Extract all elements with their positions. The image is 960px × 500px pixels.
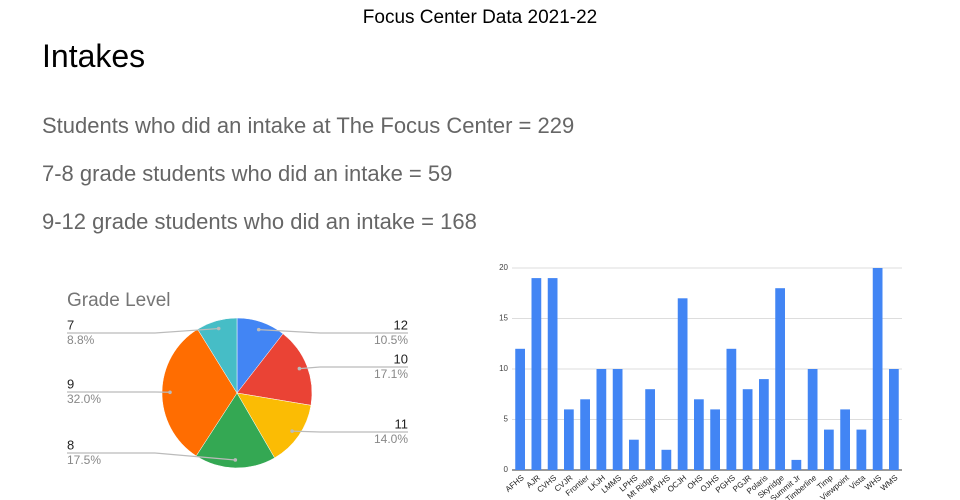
- pie-value-label: 17.5%: [67, 453, 101, 467]
- bar: [564, 409, 574, 470]
- bar: [531, 278, 542, 470]
- bar: [629, 439, 639, 470]
- leader-dot: [297, 366, 302, 371]
- bar: [694, 399, 704, 470]
- bar: [580, 399, 590, 470]
- pie-category-label: 8: [67, 437, 74, 452]
- bar: [775, 288, 785, 470]
- bar: [824, 429, 834, 470]
- pie-slice: [195, 392, 275, 469]
- text-line: Students who did an intake at The Focus …: [42, 113, 575, 138]
- bar: [677, 298, 688, 470]
- heading: Intakes: [42, 38, 146, 74]
- bar: [596, 369, 607, 470]
- leader-dot: [233, 458, 238, 462]
- text-line: 7-8 grade students who did an intake = 5…: [42, 161, 453, 186]
- y-tick-label: 0: [504, 465, 509, 474]
- y-tick-label: 20: [499, 263, 508, 272]
- leader-line: [299, 366, 408, 370]
- pie-value-label: 8.8%: [67, 333, 95, 347]
- pie-category-label: 12: [394, 317, 408, 332]
- bar: [547, 278, 558, 470]
- pie-category-label: 11: [395, 416, 409, 431]
- bar: [889, 369, 899, 470]
- pie-slice: [236, 392, 312, 459]
- x-tick-label: AFHS: [504, 473, 526, 494]
- leader-line: [292, 430, 408, 433]
- x-tick-label: WHS: [863, 473, 883, 492]
- leader-line: [67, 327, 219, 334]
- bar: [856, 429, 867, 470]
- bar: [872, 268, 883, 470]
- bar: [645, 389, 655, 470]
- bar: [726, 348, 737, 470]
- bar: [840, 409, 850, 470]
- leader-line: [67, 452, 236, 461]
- x-tick-label: WMS: [879, 473, 900, 492]
- leader-line: [258, 329, 408, 334]
- pie-category-label: 9: [67, 376, 74, 391]
- pie-value-label: 32.0%: [67, 392, 101, 406]
- leader-dot: [168, 390, 172, 395]
- bar: [759, 379, 769, 470]
- y-tick-label: 15: [499, 314, 508, 323]
- bar: [791, 459, 802, 470]
- pie-category-label: 7: [67, 317, 74, 332]
- bar: [515, 348, 525, 470]
- pie-slice: [236, 333, 313, 406]
- bar: [742, 389, 753, 470]
- bar: [661, 449, 672, 470]
- leader-dot: [256, 327, 261, 332]
- bar: [612, 369, 623, 470]
- text-line: 9-12 grade students who did an intake = …: [42, 209, 477, 234]
- leader-dot: [216, 326, 221, 331]
- bar: [807, 369, 818, 470]
- pie-value-label: 17.1%: [374, 367, 408, 381]
- pie-value-label: 10.5%: [374, 333, 408, 347]
- x-tick-label: Vista: [848, 473, 868, 492]
- slide-title: Focus Center Data 2021-22: [362, 7, 598, 28]
- bar: [710, 409, 720, 470]
- pie-category-label: 10: [394, 351, 408, 366]
- pie-value-label: 14.0%: [374, 432, 408, 446]
- y-tick-label: 5: [504, 415, 509, 424]
- chart-title: Grade Level: [67, 290, 171, 311]
- leader-dot: [290, 429, 294, 433]
- pie-slice: [197, 317, 238, 394]
- y-tick-label: 10: [499, 364, 508, 373]
